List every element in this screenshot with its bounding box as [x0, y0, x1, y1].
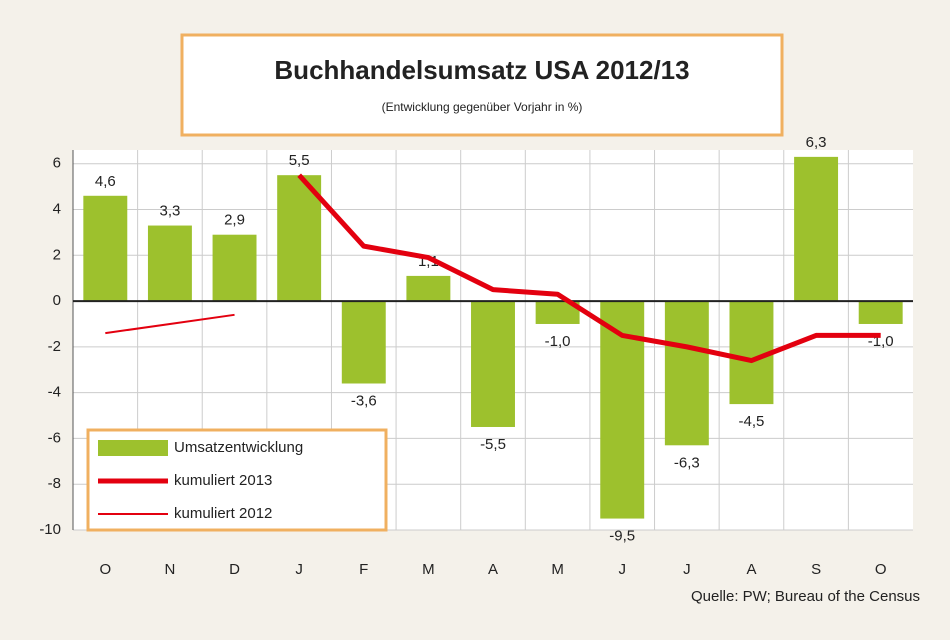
x-tick-label: A [488, 561, 498, 578]
x-tick-label: S [811, 561, 821, 578]
x-tick-label: A [746, 561, 756, 578]
bar [341, 301, 386, 384]
data-label: -5,5 [480, 436, 506, 453]
x-tick-label: F [359, 561, 368, 578]
y-tick-label: -10 [39, 521, 61, 538]
y-tick-label: -2 [48, 338, 61, 355]
x-tick-label: J [295, 561, 303, 578]
legend-label: kumuliert 2012 [174, 505, 272, 522]
legend-label: Umsatzentwicklung [174, 439, 303, 456]
y-tick-label: -8 [48, 475, 61, 492]
bar [794, 156, 839, 302]
line [297, 173, 881, 364]
x-tick-label: J [683, 561, 691, 578]
data-label: -1,0 [545, 333, 571, 350]
source: Quelle: PW; Bureau of the Census [691, 588, 920, 605]
x-tick-label: O [99, 561, 111, 578]
bar [277, 175, 322, 302]
data-label: 2,9 [224, 212, 245, 229]
x-tick-label: J [618, 561, 626, 578]
y-tick-label: 6 [53, 155, 61, 172]
x-tick-label: O [875, 561, 887, 578]
y-tick-label: 2 [53, 246, 61, 263]
bar [858, 301, 903, 324]
x-tick-label: M [551, 561, 564, 578]
data-label: -3,6 [351, 392, 377, 409]
bar [147, 225, 192, 302]
data-label: 4,6 [95, 173, 116, 190]
data-label: 6,3 [806, 134, 827, 151]
bar [664, 301, 709, 446]
chart-title: Buchhandelsumsatz USA 2012/13 [274, 55, 689, 85]
y-tick-label: -6 [48, 429, 61, 446]
bar [535, 301, 580, 324]
legend-swatch [98, 440, 168, 456]
chart-subtitle: (Entwicklung gegenüber Vorjahr in %) [382, 100, 583, 114]
data-label: 5,5 [289, 152, 310, 169]
line [105, 313, 235, 335]
data-label: -9,5 [609, 528, 635, 545]
data-label: -4,5 [739, 413, 765, 430]
bar [83, 195, 128, 302]
bar [212, 234, 257, 302]
legend-label: kumuliert 2013 [174, 472, 272, 489]
y-tick-label: 4 [53, 200, 61, 217]
x-tick-label: N [165, 561, 176, 578]
y-tick-label: 0 [53, 292, 61, 309]
x-tick-label: M [422, 561, 435, 578]
data-label: 3,3 [159, 203, 180, 220]
x-tick-label: D [229, 561, 240, 578]
bar [406, 275, 451, 302]
bar [471, 301, 515, 427]
data-label: -6,3 [674, 454, 700, 471]
y-tick-label: -4 [48, 384, 61, 401]
title-box [180, 33, 784, 137]
